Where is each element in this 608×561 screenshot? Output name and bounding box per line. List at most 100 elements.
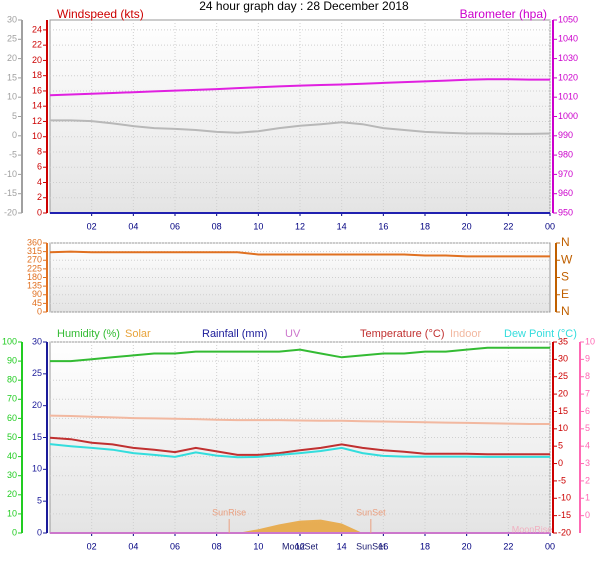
y-tick-label: 80 [7, 375, 17, 385]
y-tick-label: 30 [558, 354, 568, 364]
y-tick-label: 950 [558, 207, 573, 217]
x-tick-label: 08 [212, 221, 222, 231]
y-tick-label: 10 [32, 464, 42, 474]
x-tick-label: 20 [462, 221, 472, 231]
y-tick-label: 0 [37, 207, 42, 217]
legend-label: Humidity (%) [57, 328, 120, 340]
y-tick-label: 30 [7, 470, 17, 480]
y-tick-label: 1020 [558, 72, 578, 82]
y-tick-label: 315 [27, 246, 42, 256]
y-tick-label: 12 [32, 116, 42, 126]
y-tick-label: -15 [558, 510, 571, 520]
x-tick-label: 18 [420, 541, 430, 551]
x-tick-label: 22 [503, 541, 513, 551]
y-tick-label: 1010 [558, 92, 578, 102]
y-tick-label: 0 [558, 458, 563, 468]
line [49, 414, 550, 425]
y-tick-label: -10 [4, 169, 17, 179]
y-tick-label: 20 [32, 55, 42, 65]
y-tick-label: 1040 [558, 34, 578, 44]
y-tick-label: N [561, 304, 570, 318]
y-tick-label: 24 [32, 24, 42, 34]
y-tick-label: 18 [32, 70, 42, 80]
x-tick-label: 02 [87, 541, 97, 551]
y-tick-label: 10 [7, 92, 17, 102]
x-tick-label: 12 [295, 221, 305, 231]
y-tick-label: 10 [558, 423, 568, 433]
y-tick-label: 10 [7, 508, 17, 518]
y-tick-label: 1030 [558, 53, 578, 63]
y-tick-label: 10 [585, 336, 595, 346]
y-tick-label: 135 [27, 281, 42, 291]
x-tick-label: 12 [295, 541, 305, 551]
y-tick-label: 14 [32, 101, 42, 111]
y-tick-label: 980 [558, 149, 573, 159]
y-tick-label: 180 [27, 272, 42, 282]
y-tick-label: 15 [558, 406, 568, 416]
y-tick-label: 970 [558, 169, 573, 179]
x-tick-label: 20 [462, 541, 472, 551]
x-tick-label: 06 [170, 221, 180, 231]
x-tick-label: 14 [337, 541, 347, 551]
y-tick-label: -20 [4, 207, 17, 217]
y-tick-label: -10 [558, 493, 571, 503]
y-tick-label: 40 [7, 451, 17, 461]
y-tick-label: 3 [585, 458, 590, 468]
y-tick-label: W [561, 252, 573, 266]
x-tick-label: 04 [128, 541, 138, 551]
legend-label: Dew Point (°C) [504, 328, 577, 340]
y-tick-label: 6 [585, 406, 590, 416]
y-tick-label: 60 [7, 413, 17, 423]
legend-label: Solar [125, 328, 151, 340]
y-tick-label: 35 [558, 336, 568, 346]
event-label: SunSet [356, 507, 386, 517]
y-tick-label: -5 [558, 475, 566, 485]
y-tick-label: 7 [585, 388, 590, 398]
y-tick-label: 5 [558, 441, 563, 451]
y-tick-label: 100 [2, 336, 17, 346]
x-tick-label: 10 [253, 221, 263, 231]
legend-label: Indoor [450, 328, 482, 340]
y-tick-label: 25 [32, 368, 42, 378]
line [49, 250, 550, 258]
area [50, 519, 550, 533]
y-tick-label: 0 [12, 130, 17, 140]
y-tick-label: E [561, 287, 569, 301]
y-tick-label: 25 [7, 34, 17, 44]
line [50, 346, 550, 363]
y-tick-label: 0 [37, 527, 42, 537]
y-tick-label: 4 [585, 441, 590, 451]
y-tick-label: 2 [37, 192, 42, 202]
event-label: MoonRise [512, 524, 553, 534]
x-tick-label: 16 [378, 221, 388, 231]
y-tick-label: -15 [4, 188, 17, 198]
line [50, 119, 551, 135]
y-tick-label: 70 [7, 394, 17, 404]
x-tick-label: 08 [212, 541, 222, 551]
y-tick-label: 20 [7, 489, 17, 499]
legend-label: Rainfall (mm) [202, 328, 267, 340]
x-tick-label: 14 [337, 221, 347, 231]
legend-label: Windspeed (kts) [57, 7, 144, 21]
x-tick-label: 16 [378, 541, 388, 551]
y-tick-label: 225 [27, 263, 42, 273]
y-tick-label: 9 [585, 354, 590, 364]
y-tick-label: 270 [27, 255, 42, 265]
y-tick-label: 15 [7, 72, 17, 82]
y-tick-label: 16 [32, 85, 42, 95]
y-tick-label: 2 [585, 475, 590, 485]
y-tick-label: 1 [585, 493, 590, 503]
chart-title: 24 hour graph day : 28 December 2018 [199, 0, 409, 13]
y-tick-label: 90 [32, 289, 42, 299]
y-tick-label: 5 [585, 423, 590, 433]
y-tick-label: 0 [12, 527, 17, 537]
y-tick-label: 960 [558, 188, 573, 198]
legend-label: Barometer (hpa) [460, 7, 547, 21]
event-label: SunRise [212, 507, 246, 517]
x-tick-label: 04 [128, 221, 138, 231]
legend-label: UV [285, 328, 301, 340]
y-tick-label: S [561, 270, 569, 284]
line [49, 436, 550, 456]
x-tick-label: 06 [170, 541, 180, 551]
y-tick-label: -5 [9, 149, 17, 159]
